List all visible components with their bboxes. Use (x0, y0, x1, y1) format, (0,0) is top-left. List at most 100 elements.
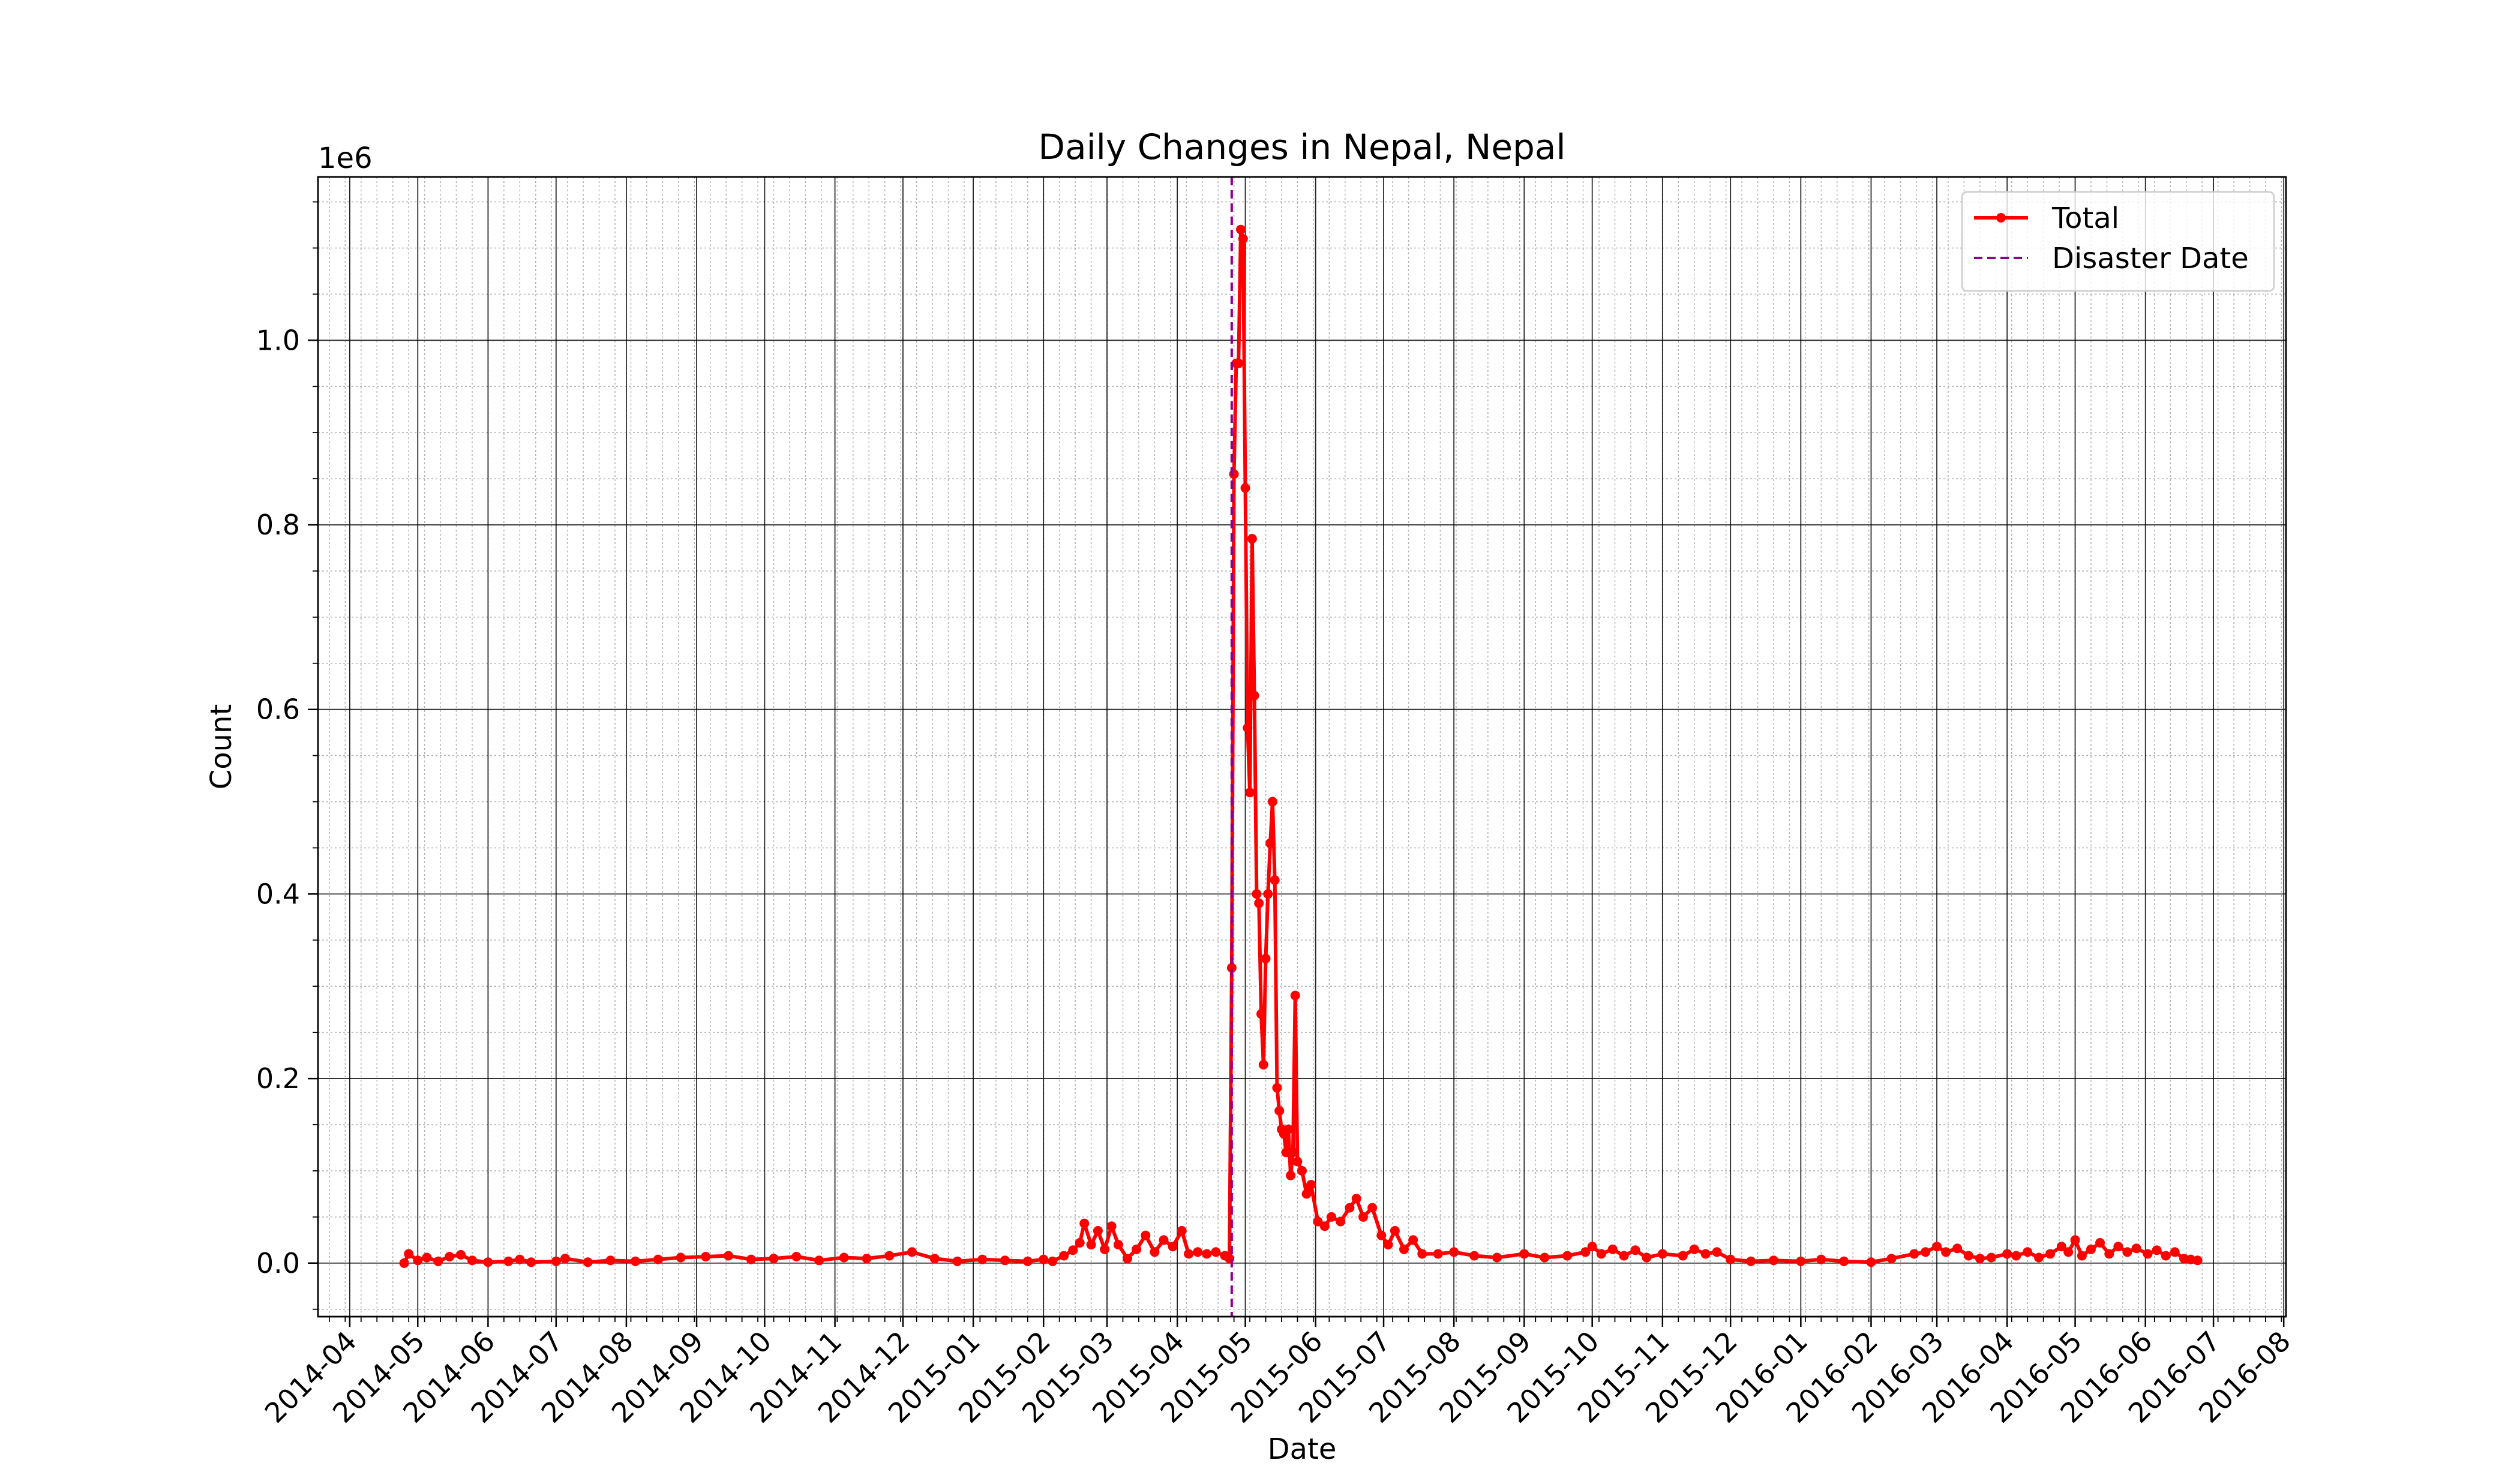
series-point (1587, 1242, 1597, 1252)
chart-title: Daily Changes in Nepal, Nepal (1038, 127, 1565, 167)
series-point (1292, 1156, 1303, 1167)
series-point (1039, 1254, 1049, 1264)
series-point (1383, 1240, 1393, 1249)
series-point (1256, 1009, 1266, 1019)
y-tick-label: 0.2 (256, 1062, 300, 1095)
series-point (1236, 224, 1246, 235)
series-point (1240, 483, 1250, 493)
series-point (1249, 690, 1259, 701)
series-point (1327, 1212, 1337, 1222)
series-point (1519, 1249, 1529, 1259)
series-point (413, 1255, 423, 1266)
series-point (862, 1254, 872, 1264)
series-point (1469, 1251, 1480, 1261)
series-point (1358, 1212, 1368, 1222)
series-point (1288, 1147, 1298, 1158)
series-point (2104, 1249, 2114, 1259)
series-point (1399, 1244, 1409, 1254)
series-point (1351, 1194, 1361, 1204)
series-point (1261, 954, 1271, 964)
series-point (1596, 1249, 1606, 1259)
series-point (1263, 889, 1273, 899)
series-point (2023, 1247, 2033, 1257)
series-point (2070, 1235, 2080, 1245)
series-point (1252, 889, 1262, 899)
series-point (1258, 1060, 1268, 1070)
series-point (1150, 1247, 1160, 1257)
y-axis-label: Count (205, 704, 238, 790)
series-point (1123, 1254, 1132, 1264)
series-point (1449, 1247, 1459, 1257)
series-point (1886, 1254, 1897, 1264)
major-grid (318, 177, 2286, 1317)
series-point (1286, 1170, 1296, 1180)
minor-grid (318, 177, 2286, 1317)
series-point (1726, 1254, 1736, 1264)
series-point (503, 1256, 514, 1266)
series-point (1336, 1216, 1346, 1227)
series-point (2063, 1247, 2074, 1257)
series-point (2161, 1251, 2171, 1261)
series-point (1975, 1254, 1985, 1264)
series-point (2152, 1245, 2162, 1255)
series-point (1211, 1247, 1221, 1257)
series-point (791, 1252, 802, 1261)
series-point (2131, 1243, 2141, 1254)
series-point (1657, 1249, 1667, 1259)
series-point (1086, 1240, 1096, 1249)
series-point (2045, 1249, 2055, 1259)
series-point (1274, 1105, 1285, 1116)
legend-total-marker (1996, 213, 2006, 223)
series-point (1281, 1147, 1291, 1158)
series-point (456, 1249, 466, 1260)
series-point (2056, 1242, 2066, 1252)
series-point (404, 1249, 414, 1259)
series-point (1540, 1252, 1550, 1263)
series-point (2002, 1249, 2012, 1259)
series-point (1700, 1249, 1711, 1259)
series-point (1306, 1180, 1316, 1189)
series-point (583, 1257, 593, 1267)
series-point (746, 1254, 756, 1264)
y-axis-offset-label: 1e6 (318, 142, 373, 175)
series-point (1283, 1124, 1294, 1134)
series-point (1245, 788, 1255, 798)
series-point (1816, 1254, 1826, 1264)
series-point (907, 1247, 917, 1257)
series-point (1492, 1252, 1502, 1263)
series-point (1367, 1203, 1378, 1213)
series-point (2011, 1251, 2021, 1261)
series-point (1093, 1225, 1103, 1236)
series-point (422, 1252, 432, 1263)
series-point (1000, 1255, 1010, 1266)
series-point (1839, 1256, 1849, 1266)
series-point (1048, 1256, 1058, 1266)
series-point (1106, 1221, 1117, 1231)
series-point (1075, 1237, 1085, 1248)
series-point (1068, 1245, 1078, 1255)
series-point (839, 1252, 849, 1263)
series-point (1941, 1247, 1951, 1257)
series-point (1270, 875, 1280, 885)
series-point (884, 1251, 895, 1261)
series-point (1254, 898, 1264, 908)
series-point (724, 1251, 733, 1261)
y-axis: 0.0 0.2 0.4 0.6 0.8 1.0 (256, 201, 318, 1310)
series-point (653, 1254, 663, 1264)
series-point (551, 1256, 561, 1266)
series-point (1796, 1256, 1806, 1266)
series-point (814, 1255, 824, 1266)
series-point (1921, 1247, 1931, 1257)
series-point (1159, 1235, 1169, 1245)
series-point (1290, 990, 1300, 1001)
series-point (1297, 1165, 1307, 1176)
legend: Total Disaster Date (1961, 191, 2275, 292)
series-point (1202, 1249, 1212, 1259)
series-point (1132, 1244, 1142, 1254)
series-point (2095, 1237, 2105, 1248)
series-point (1319, 1221, 1330, 1231)
series-point (1769, 1255, 1778, 1266)
series-point (1746, 1256, 1756, 1266)
series-point (1607, 1244, 1618, 1254)
